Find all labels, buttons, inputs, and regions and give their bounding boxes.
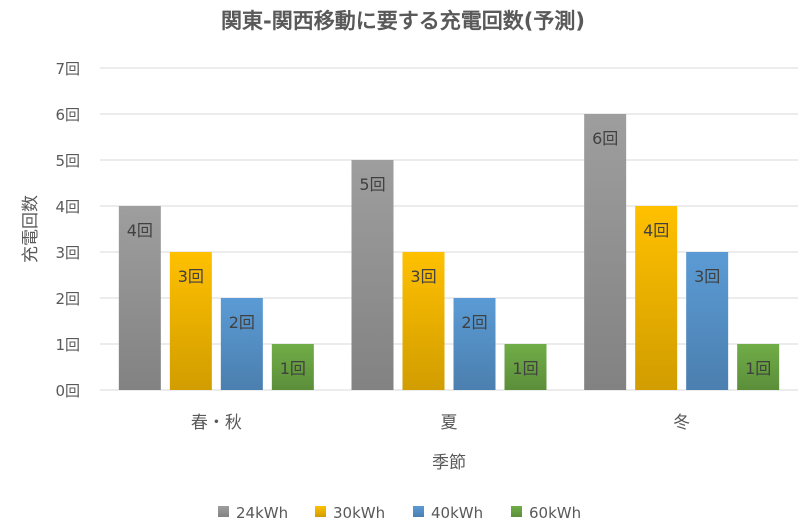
bar-40kWh-0 (220, 298, 263, 390)
y-tick-label: 6回 (55, 106, 80, 124)
data-label: 3回 (694, 267, 720, 286)
bar-24kWh-0 (118, 206, 161, 390)
data-label: 2回 (229, 313, 255, 332)
gridlines (100, 67, 798, 391)
data-label: 1回 (745, 359, 771, 378)
bar-30kWh-0 (169, 252, 212, 390)
bars (118, 114, 780, 390)
y-axis-title: 充電回数 (21, 195, 41, 263)
bar-24kWh-1 (351, 160, 394, 390)
legend-label: 30kWh (333, 504, 385, 522)
data-labels: 4回 3回 2回 1回 5回 3回 2回 1回 6回 4回 3回 1回 (127, 129, 772, 378)
data-label: 4回 (127, 221, 153, 240)
x-tick-label: 春・秋 (191, 413, 242, 433)
bar-40kWh-2 (686, 252, 729, 390)
bar-60kWh-0 (271, 344, 314, 390)
legend-swatch (218, 506, 229, 517)
y-tick-label: 1回 (55, 336, 80, 354)
chart-title: 関東-関西移動に要する充電回数(予測) (221, 9, 585, 33)
data-label: 1回 (512, 359, 538, 378)
legend-swatch (511, 506, 522, 517)
legend-swatch (315, 506, 326, 517)
y-tick-label: 5回 (55, 152, 80, 170)
data-label: 3回 (178, 267, 204, 286)
legend-label: 24kWh (236, 504, 288, 522)
data-label: 4回 (643, 221, 669, 240)
bar-40kWh-1 (453, 298, 496, 390)
bar-60kWh-1 (504, 344, 547, 390)
x-tick-label: 夏 (441, 413, 458, 433)
y-tick-label: 3回 (55, 244, 80, 262)
y-axis-ticks: 0回 1回 2回 3回 4回 5回 6回 7回 (55, 60, 80, 400)
data-label: 2回 (461, 313, 487, 332)
y-tick-label: 0回 (55, 382, 80, 400)
x-axis-title: 季節 (432, 453, 466, 473)
x-axis-ticks: 春・秋 夏 冬 (191, 413, 690, 433)
bar-30kWh-1 (402, 252, 445, 390)
legend-label: 60kWh (529, 504, 581, 522)
legend-swatch (413, 506, 424, 517)
data-label: 3回 (410, 267, 436, 286)
data-label: 1回 (280, 359, 306, 378)
data-label: 5回 (359, 175, 385, 194)
bar-60kWh-2 (737, 344, 780, 390)
y-tick-label: 7回 (55, 60, 80, 78)
legend-label: 40kWh (431, 504, 483, 522)
bar-24kWh-2 (584, 114, 627, 390)
y-tick-label: 2回 (55, 290, 80, 308)
bar-30kWh-2 (635, 206, 678, 390)
legend: 24kWh 30kWh 40kWh 60kWh (218, 504, 581, 522)
x-tick-label: 冬 (673, 413, 690, 433)
y-tick-label: 4回 (55, 198, 80, 216)
data-label: 6回 (592, 129, 618, 148)
